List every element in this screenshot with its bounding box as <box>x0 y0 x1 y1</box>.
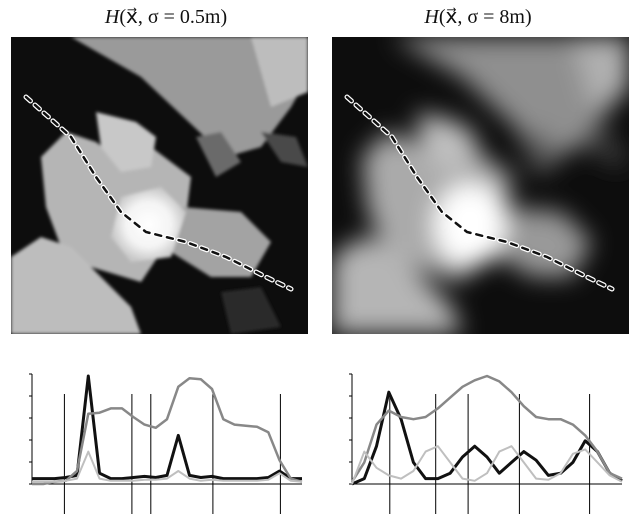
left-chart-series-line-1 <box>32 374 302 481</box>
right-profile-chart <box>349 373 623 514</box>
left-panel-title: H(x⃗, σ = 0.5m) <box>104 6 228 28</box>
right-heightmap-image <box>332 37 629 334</box>
right-path-line <box>345 95 614 291</box>
left-chart-series-line-3 <box>32 450 303 483</box>
right-chart-series-line-1 <box>351 390 623 486</box>
right-chart-series-line-3 <box>351 445 623 485</box>
left-chart-series-line-2 <box>32 376 303 486</box>
right-panel-title: H(x⃗, σ = 8m) <box>424 6 532 28</box>
left-profile-chart <box>29 373 303 514</box>
right-chart-series-line-2 <box>350 374 623 483</box>
left-heightmap-image <box>11 37 308 334</box>
